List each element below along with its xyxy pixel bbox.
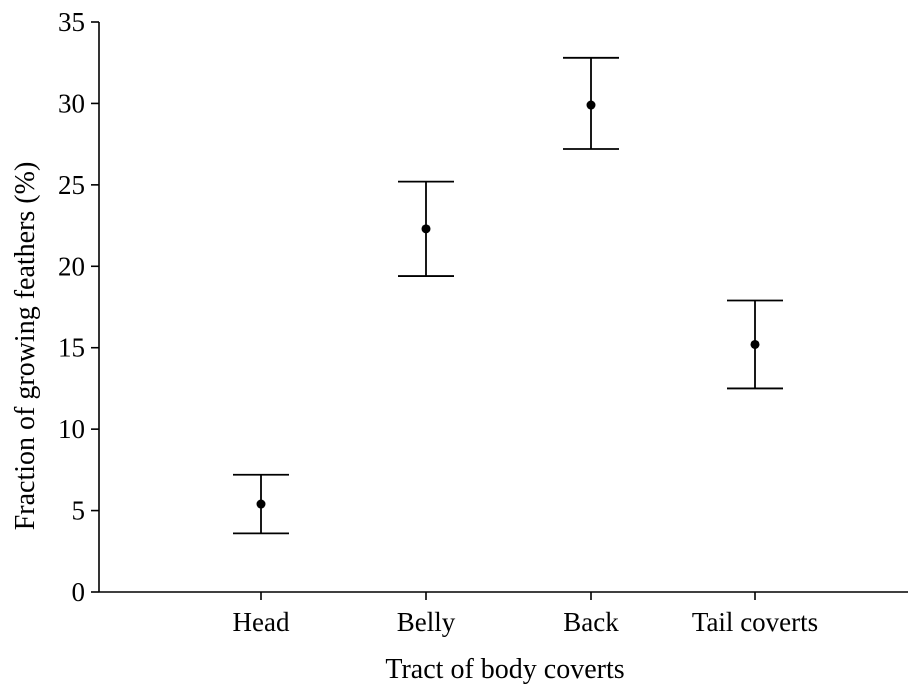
y-tick-label-3: 15 (58, 333, 85, 363)
y-tick-label-7: 35 (58, 7, 85, 37)
data-point-1 (421, 224, 431, 234)
x-ticks: Head Belly Back Tail coverts (233, 592, 818, 637)
data-point-group-2 (563, 56, 619, 150)
axes (98, 22, 908, 593)
data-point-0 (256, 499, 266, 509)
data-points (233, 56, 783, 535)
x-tick-label-0: Head (233, 607, 290, 637)
data-point-group-3 (727, 299, 783, 390)
data-point-2 (586, 100, 596, 110)
y-tick-label-2: 10 (58, 414, 85, 444)
y-tick-label-5: 25 (58, 170, 85, 200)
y-axis-title: Fraction of growing feathers (%) (10, 162, 41, 531)
data-point-group-0 (233, 473, 289, 535)
y-tick-label-6: 30 (58, 88, 85, 118)
y-tick-label-1: 5 (72, 496, 86, 526)
y-tick-label-4: 20 (58, 251, 85, 281)
data-point-group-1 (398, 180, 454, 277)
data-point-3 (750, 339, 760, 349)
x-tick-label-2: Back (563, 607, 619, 637)
x-axis-title: Tract of body coverts (385, 654, 624, 685)
x-tick-label-3: Tail coverts (692, 607, 818, 637)
x-tick-label-1: Belly (397, 607, 456, 637)
y-ticks: 0 5 10 15 20 25 30 35 (58, 7, 99, 607)
y-tick-label-0: 0 (72, 577, 86, 607)
